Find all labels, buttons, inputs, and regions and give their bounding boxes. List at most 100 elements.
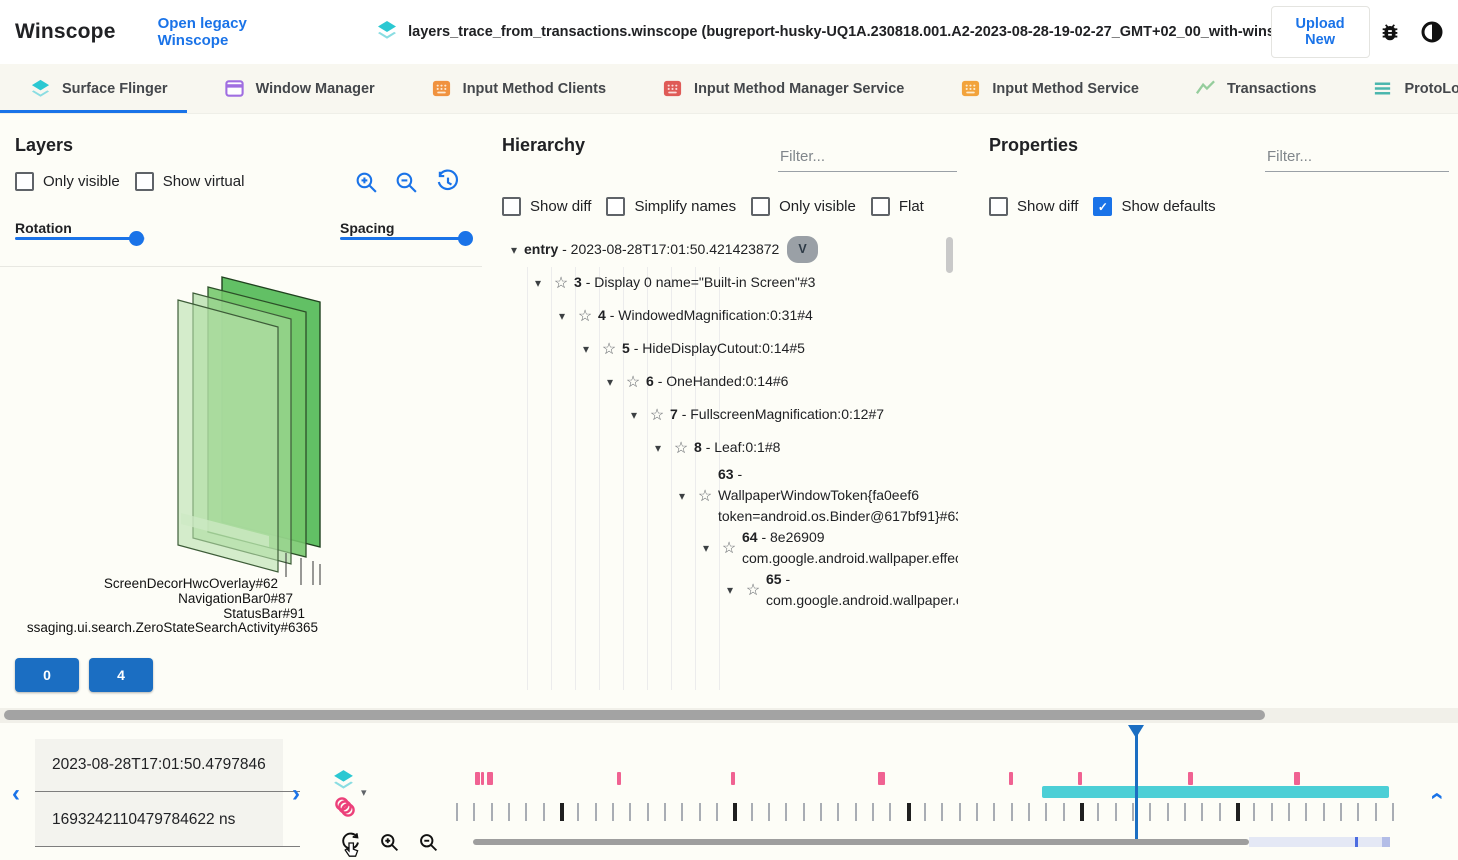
sf-entry-tick[interactable] bbox=[1028, 803, 1030, 821]
sf-entry-tick[interactable] bbox=[1236, 803, 1240, 821]
sf-entry-tick[interactable] bbox=[1115, 803, 1117, 821]
sf-entry-tick[interactable] bbox=[959, 803, 961, 821]
expand-caret-icon[interactable]: ▾ bbox=[702, 541, 710, 555]
reset-zoom-icon[interactable] bbox=[338, 830, 362, 854]
transition-mark[interactable] bbox=[1078, 772, 1082, 785]
hierarchy-only-visible-checkbox[interactable]: Only visible bbox=[751, 197, 856, 216]
sf-entry-tick[interactable] bbox=[907, 803, 911, 821]
expand-caret-icon[interactable]: ▾ bbox=[678, 488, 686, 503]
pin-star-icon[interactable]: ☆ bbox=[625, 373, 641, 391]
pin-star-icon[interactable]: ☆ bbox=[697, 487, 713, 505]
tab-transactions[interactable]: Transactions bbox=[1176, 64, 1335, 113]
tab-protolog[interactable]: ProtoLog bbox=[1353, 64, 1458, 113]
pin-star-icon[interactable]: ☆ bbox=[553, 274, 569, 292]
sf-entry-tick[interactable] bbox=[993, 803, 995, 821]
sf-entry-tick[interactable] bbox=[1080, 803, 1084, 821]
transition-mark[interactable] bbox=[617, 772, 621, 785]
expand-caret-icon[interactable]: ▾ bbox=[582, 341, 590, 356]
transition-mark[interactable] bbox=[1009, 772, 1013, 785]
tree-node-7[interactable]: ▾ ☆ 7 - FullscreenMagnification:0:12#7 bbox=[490, 398, 958, 431]
layers-trace-icon[interactable] bbox=[332, 768, 355, 796]
sf-entry-tick[interactable] bbox=[473, 803, 475, 821]
tree-node-6[interactable]: ▾ ☆ 6 - OneHanded:0:14#6 bbox=[490, 365, 958, 398]
tree-node-63[interactable]: ▾ ☆ 63 - WallpaperWindowToken{fa0eef6 toke… bbox=[490, 464, 958, 527]
transition-mark[interactable] bbox=[731, 772, 735, 785]
sf-entry-tick[interactable] bbox=[872, 803, 874, 821]
timeline-zoom-in-icon[interactable] bbox=[377, 830, 401, 854]
expand-caret-icon[interactable]: ▾ bbox=[654, 440, 662, 455]
sf-entry-tick[interactable] bbox=[612, 803, 614, 821]
expand-caret-icon[interactable]: ▾ bbox=[558, 308, 566, 323]
hierarchy-show-diff-checkbox[interactable]: Show diff bbox=[502, 197, 591, 216]
properties-filter-input[interactable] bbox=[1265, 146, 1449, 172]
sf-entry-tick[interactable] bbox=[1305, 803, 1307, 821]
hierarchy-flat-checkbox[interactable]: Flat bbox=[870, 197, 924, 216]
sf-entry-tick[interactable] bbox=[1045, 803, 1047, 821]
tab-input-method-clients[interactable]: Input Method Clients bbox=[412, 64, 625, 113]
expand-caret-icon[interactable]: ▾ bbox=[726, 583, 734, 597]
pin-star-icon[interactable]: ☆ bbox=[649, 406, 665, 424]
sf-entry-tick[interactable] bbox=[664, 803, 666, 821]
sf-entry-tick[interactable] bbox=[508, 803, 510, 821]
transition-mark[interactable] bbox=[481, 772, 484, 785]
restore-view-icon[interactable] bbox=[434, 168, 462, 196]
transition-mark[interactable] bbox=[475, 772, 480, 785]
sf-entry-tick[interactable] bbox=[595, 803, 597, 821]
dark-mode-icon[interactable] bbox=[1420, 19, 1444, 45]
tree-node-3[interactable]: ▾ ☆ 3 - Display 0 name="Built-in Screen"#3 bbox=[490, 266, 958, 299]
timeline-zoom-out-icon[interactable] bbox=[416, 830, 440, 854]
properties-show-defaults-checkbox[interactable]: ✓ Show defaults bbox=[1093, 197, 1216, 216]
sf-entry-tick[interactable] bbox=[1288, 803, 1290, 821]
rect-id-button-0[interactable]: 0 bbox=[15, 658, 79, 692]
open-legacy-link[interactable]: Open legacy Winscope bbox=[157, 15, 247, 49]
sf-entry-tick[interactable] bbox=[751, 803, 753, 821]
sf-entry-tick[interactable] bbox=[560, 803, 564, 821]
sf-entry-tick[interactable] bbox=[785, 803, 787, 821]
layers-3d-view[interactable] bbox=[0, 255, 482, 585]
sf-entry-tick[interactable] bbox=[1132, 803, 1134, 821]
sf-entry-tick[interactable] bbox=[699, 803, 701, 821]
expand-caret-icon[interactable]: ▾ bbox=[510, 242, 518, 257]
timestamp-human-input[interactable] bbox=[35, 739, 300, 792]
sf-entry-tick[interactable] bbox=[941, 803, 943, 821]
hierarchy-simplify-names-checkbox[interactable]: Simplify names bbox=[606, 197, 736, 216]
hierarchy-filter-input[interactable] bbox=[778, 146, 957, 172]
tree-node-65[interactable]: ▾ ☆ 65 - com.google.android.wallpaper.effe… bbox=[490, 569, 958, 611]
sf-entry-tick[interactable] bbox=[1375, 803, 1377, 821]
sf-entry-tick[interactable] bbox=[924, 803, 926, 821]
zoom-in-icon[interactable] bbox=[352, 168, 380, 196]
transition-mark[interactable] bbox=[487, 772, 493, 785]
transition-span-bar[interactable] bbox=[1042, 786, 1389, 798]
sf-entry-tick[interactable] bbox=[1011, 803, 1013, 821]
timeline-range-used[interactable] bbox=[473, 839, 1249, 845]
sf-entry-tick[interactable] bbox=[820, 803, 822, 821]
sf-entry-tick[interactable] bbox=[1253, 803, 1255, 821]
timeline-range-zoom[interactable] bbox=[1249, 837, 1390, 847]
sf-entry-tick[interactable] bbox=[768, 803, 770, 821]
expand-caret-icon[interactable]: ▾ bbox=[534, 275, 542, 290]
tree-node-4[interactable]: ▾ ☆ 4 - WindowedMagnification:0:31#4 bbox=[490, 299, 958, 332]
tab-window-manager[interactable]: Window Manager bbox=[205, 64, 394, 113]
pin-star-icon[interactable]: ☆ bbox=[745, 582, 761, 599]
sf-entry-tick[interactable] bbox=[629, 803, 631, 821]
tree-node-entry[interactable]: ▾ entry - 2023-08-28T17:01:50.421423872 V bbox=[490, 233, 958, 266]
pin-star-icon[interactable]: ☆ bbox=[673, 439, 689, 457]
bug-report-icon[interactable] bbox=[1378, 19, 1402, 45]
sf-entry-tick[interactable] bbox=[1392, 803, 1394, 821]
tree-node-64[interactable]: ▾ ☆ 64 - 8e26909 com.google.android.wallpa… bbox=[490, 527, 958, 569]
hierarchy-scrollbar[interactable] bbox=[946, 237, 953, 273]
layers-show-virtual-checkbox[interactable]: Show virtual bbox=[134, 172, 244, 191]
sf-entry-tick[interactable] bbox=[681, 803, 683, 821]
sf-entry-tick[interactable] bbox=[976, 803, 978, 821]
collapse-timeline-button[interactable]: › bbox=[1422, 792, 1449, 800]
transition-mark[interactable] bbox=[1294, 772, 1300, 785]
upload-new-button[interactable]: Upload New bbox=[1270, 6, 1370, 58]
timestamp-ns-input[interactable] bbox=[35, 794, 300, 847]
transition-mark[interactable] bbox=[878, 772, 885, 785]
sf-entry-tick[interactable] bbox=[716, 803, 718, 821]
sf-entry-tick[interactable] bbox=[1167, 803, 1169, 821]
sf-entry-tick[interactable] bbox=[837, 803, 839, 821]
sf-entry-tick[interactable] bbox=[577, 803, 579, 821]
playhead-handle-icon[interactable] bbox=[1128, 725, 1144, 738]
sf-entry-tick[interactable] bbox=[1323, 803, 1325, 821]
